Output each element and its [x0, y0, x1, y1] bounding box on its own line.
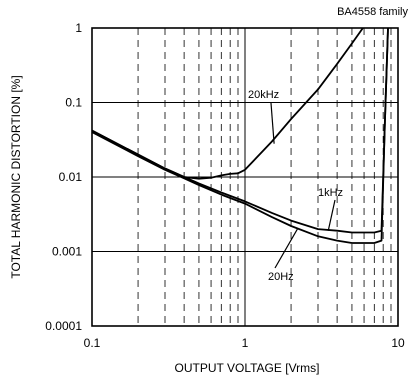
- x-tick-label: 10: [391, 336, 405, 350]
- plot-frame: [91, 27, 399, 327]
- leader-line-1khz: [327, 199, 336, 231]
- series-line-1khz: [91, 27, 389, 234]
- chart-title: BA4558 family: [337, 6, 408, 18]
- leader-line-20khz: [270, 102, 275, 144]
- series-lines: [91, 27, 389, 244]
- x-axis-title: OUTPUT VOLTAGE [Vrms]: [175, 361, 320, 375]
- y-tick-label: 0.01: [59, 170, 83, 184]
- leader-line-20hz: [274, 228, 298, 269]
- series-label-20khz: 20kHz: [248, 89, 279, 101]
- x-tick-label: 0.1: [84, 336, 101, 350]
- series-line-20khz: [91, 27, 364, 180]
- tick-labels: 0.1 1 10 0.0001 0.001 0.01 0.1 1: [45, 21, 405, 350]
- y-tick-label: 0.001: [52, 245, 82, 259]
- series-annotations: 20kHz 1kHz 20Hz: [248, 89, 343, 283]
- series-label-20hz: 20Hz: [268, 271, 294, 283]
- y-tick-label: 1: [75, 21, 82, 35]
- y-tick-label: 0.0001: [45, 319, 82, 333]
- x-tick-label: 1: [242, 336, 249, 350]
- grid: [92, 28, 398, 326]
- series-line-20hz: [91, 27, 389, 244]
- y-axis-title: TOTAL HARMONIC DISTORTION [%]: [9, 75, 23, 278]
- y-tick-label: 0.1: [65, 96, 82, 110]
- series-label-1khz: 1kHz: [318, 187, 343, 199]
